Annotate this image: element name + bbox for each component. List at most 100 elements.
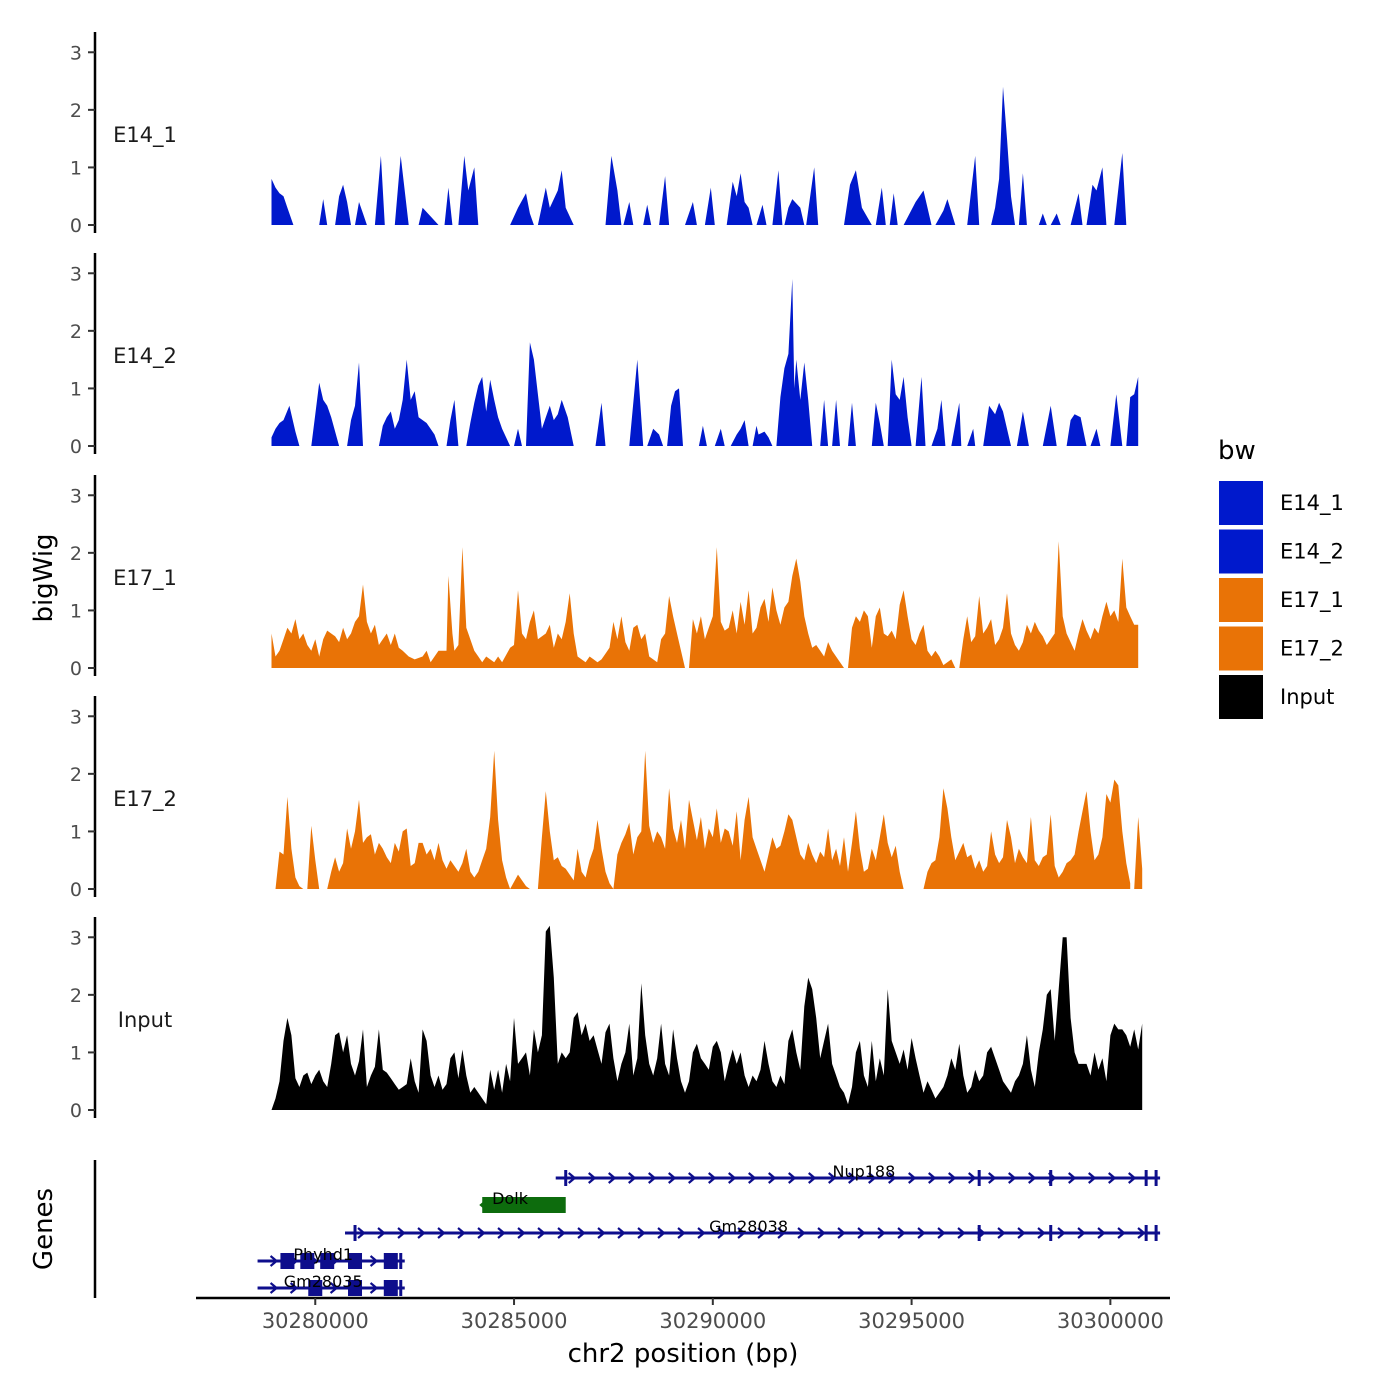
gene-strand-arrow <box>1008 1172 1017 1184</box>
gene-strand-arrow <box>377 1227 386 1239</box>
gene-strand-arrow <box>357 1227 366 1239</box>
gene-strand-arrow <box>737 1227 746 1239</box>
gene-strand-arrow <box>837 1227 846 1239</box>
gene-strand-arrow <box>568 1172 577 1184</box>
gene-strand-arrow <box>717 1227 726 1239</box>
x-tick-label-30290000: 30290000 <box>659 1309 766 1333</box>
gene-block-Dolk <box>482 1197 566 1213</box>
gene-strand-arrow <box>708 1172 717 1184</box>
y-tick-label-E17_2-3: 3 <box>70 706 82 728</box>
legend-label-E14_2: E14_2 <box>1280 540 1344 565</box>
genes-axis-title: Genes <box>29 1188 59 1270</box>
signal-area-E14_1 <box>271 86 1127 225</box>
gene-strand-arrow <box>269 1282 279 1294</box>
gene-strand-arrow <box>597 1227 606 1239</box>
y-tick-label-Input-1: 1 <box>70 1042 82 1064</box>
y-tick-label-E14_1-1: 1 <box>70 157 82 179</box>
gene-strand-arrow <box>1097 1227 1106 1239</box>
y-tick-label-E17_2-1: 1 <box>70 821 82 843</box>
gene-strand-arrow <box>937 1227 946 1239</box>
signal-tracks: 0 1 2 3 E14_1 0 1 2 3 E14_2 0 1 2 3 E17_1 0 1 2 3 E17_2 0 1 2 3… <box>70 32 1143 1122</box>
gene-strand-arrow <box>577 1227 586 1239</box>
legend: bw E14_1 E14_2 E17_1 E17_2 Input <box>1217 436 1344 721</box>
y-tick-label-E14_2-0: 0 <box>70 436 82 458</box>
gene-strand-arrow <box>1108 1172 1117 1184</box>
legend-label-E14_1: E14_1 <box>1280 491 1344 516</box>
gene-exon-Phyhd1 <box>280 1253 295 1269</box>
gene-strand-arrow <box>1028 1172 1037 1184</box>
gene-strand-arrow <box>897 1227 906 1239</box>
gene-exon-Gm28035 <box>308 1280 323 1296</box>
gene-strand-arrow <box>677 1227 686 1239</box>
genes-panel: Nup188 Dolk Gm28038 Phyhd1 Gm28035 <box>93 1160 1161 1298</box>
gene-strand-arrow <box>369 1255 379 1267</box>
gene-strand-arrow <box>988 1172 997 1184</box>
x-axis-title: chr2 position (bp) <box>568 1339 799 1369</box>
gene-strand-arrow <box>537 1227 546 1239</box>
gene-strand-arrow <box>928 1172 937 1184</box>
gene-Gm28038: Gm28038 <box>345 1217 1161 1241</box>
gene-strand-arrow <box>289 1282 299 1294</box>
track-Input: 0 1 2 3 Input <box>70 917 1143 1122</box>
y-tick-label-E14_1-0: 0 <box>70 215 82 237</box>
gene-exon-Phyhd1 <box>348 1253 363 1269</box>
legend-title: bw <box>1218 436 1256 466</box>
gene-strand-arrow <box>557 1227 566 1239</box>
track-E14_2: 0 1 2 3 E14_2 <box>70 253 1139 458</box>
gene-label-Nup188: Nup188 <box>832 1162 895 1181</box>
gene-strand-arrow <box>957 1227 966 1239</box>
y-tick-label-E17_1-0: 0 <box>70 658 82 680</box>
y-tick-label-E17_2-0: 0 <box>70 879 82 901</box>
gene-strand-arrow <box>728 1172 737 1184</box>
gene-strand-arrow <box>808 1172 817 1184</box>
gene-Nup188: Nup188 <box>555 1162 1161 1186</box>
signal-area-E17_1 <box>271 541 1139 668</box>
gene-strand-arrow <box>617 1227 626 1239</box>
gene-strand-arrow <box>608 1172 617 1184</box>
track-label-Input: Input <box>118 1008 172 1032</box>
gene-strand-arrow <box>369 1282 379 1294</box>
gene-strand-arrow <box>777 1227 786 1239</box>
gene-Dolk: Dolk <box>479 1189 566 1213</box>
gene-strand-arrow <box>688 1172 697 1184</box>
track-E14_1: 0 1 2 3 E14_1 <box>70 32 1127 237</box>
y-tick-label-Input-0: 0 <box>70 1100 82 1122</box>
gene-strand-arrow <box>828 1172 837 1184</box>
gene-strand-arrow <box>968 1172 977 1184</box>
gene-exon-Phyhd1 <box>320 1253 335 1269</box>
gene-label-Gm28038: Gm28038 <box>709 1217 788 1236</box>
y-tick-label-E14_2-2: 2 <box>70 321 82 343</box>
legend-key-E14_1 <box>1217 479 1265 527</box>
signal-area-E14_2 <box>271 279 1139 446</box>
x-tick-label-30295000: 30295000 <box>858 1309 965 1333</box>
gene-strand-arrow <box>329 1282 339 1294</box>
y-tick-label-E17_1-1: 1 <box>70 600 82 622</box>
gene-label-Phyhd1: Phyhd1 <box>293 1245 353 1264</box>
gene-strand-arrow <box>697 1227 706 1239</box>
gene-strand-arrow <box>1037 1227 1046 1239</box>
gene-strand-arrow <box>1077 1227 1086 1239</box>
gene-strand-arrow <box>857 1227 866 1239</box>
gene-exon-Gm28035 <box>383 1280 398 1296</box>
gene-strand-arrow <box>628 1172 637 1184</box>
gene-strand-arrow <box>269 1255 279 1267</box>
legend-key-E17_1 <box>1217 576 1265 624</box>
gene-strand-arrow <box>417 1227 426 1239</box>
gene-strand-arrow <box>497 1227 506 1239</box>
y-tick-label-E14_1-3: 3 <box>70 42 82 64</box>
gene-strand-arrow <box>868 1172 877 1184</box>
gene-strand-arrow <box>788 1172 797 1184</box>
y-tick-label-E17_1-3: 3 <box>70 485 82 507</box>
gene-strand-arrow <box>657 1227 666 1239</box>
track-E17_1: 0 1 2 3 E17_1 <box>70 475 1139 680</box>
legend-key-E17_2 <box>1217 624 1265 673</box>
y-tick-label-Input-3: 3 <box>70 927 82 949</box>
y-tick-label-E17_1-2: 2 <box>70 543 82 565</box>
x-tick-label-30280000: 30280000 <box>262 1309 369 1333</box>
gene-strand-arrow <box>1068 1172 1077 1184</box>
gene-strand-arrow <box>817 1227 826 1239</box>
legend-key-Input <box>1217 673 1265 721</box>
gene-strand-arrow <box>948 1172 957 1184</box>
gene-exon-Phyhd1 <box>383 1253 398 1269</box>
gene-strand-arrow <box>1088 1172 1097 1184</box>
